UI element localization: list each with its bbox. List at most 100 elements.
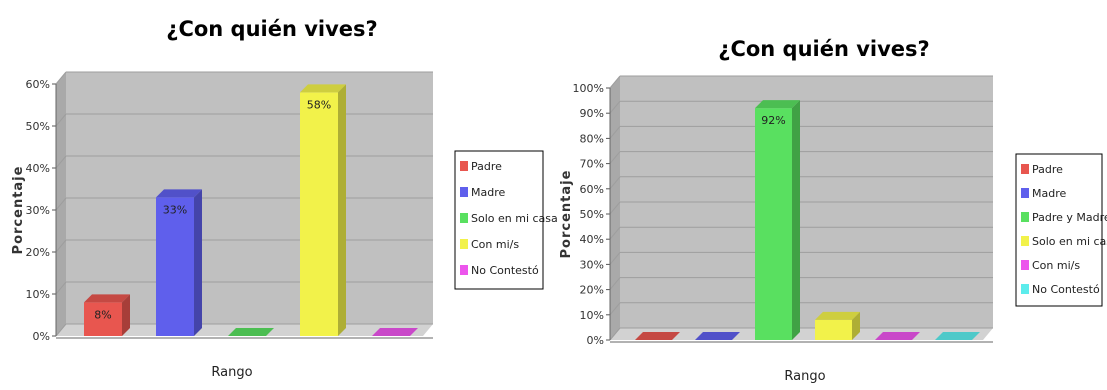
bar-front — [300, 92, 338, 337]
y-tick-label: 10% — [580, 309, 604, 322]
legend-swatch — [1021, 260, 1029, 270]
gridline-side — [55, 71, 67, 85]
bar-no-contest- — [935, 332, 980, 340]
legend-swatch — [460, 187, 468, 197]
bar-top — [635, 332, 680, 340]
y-tick-label: 50% — [26, 120, 50, 133]
legend-item: Padre — [471, 160, 502, 173]
gridline-side — [609, 327, 621, 341]
bar-top — [695, 332, 740, 340]
bar-front — [815, 319, 852, 340]
bar-top — [815, 311, 860, 320]
bar-top — [372, 328, 418, 336]
y-tick-label: 60% — [580, 183, 604, 196]
legend-item: No Contestó — [1032, 283, 1100, 296]
y-tick-label: 50% — [580, 208, 604, 221]
chart-title: ¿Con quién vives? — [166, 17, 377, 41]
gridline-side — [609, 277, 621, 290]
bar-side — [122, 294, 130, 336]
x-axis-label: Rango — [784, 369, 825, 384]
bar-madre: 33% — [156, 189, 202, 336]
bar-top — [300, 84, 346, 93]
gridline-side — [55, 323, 67, 337]
legend-swatch — [460, 213, 468, 223]
bar-side — [792, 100, 800, 340]
gridline-side — [609, 75, 621, 89]
bar-madre — [695, 332, 740, 340]
legend-swatch — [1021, 164, 1029, 174]
bar-top — [935, 332, 980, 340]
y-tick-label: 100% — [573, 82, 604, 95]
chart-2: ¿Con quién vives? 0% 10% 20% 30% 40% 50% 60% 70%… — [559, 37, 1107, 384]
y-tick-label: 20% — [580, 284, 604, 297]
bar-front — [755, 108, 792, 340]
gridline-side — [609, 151, 621, 164]
legend-swatch — [460, 265, 468, 275]
gridline-side — [609, 226, 621, 240]
bar-front — [156, 197, 194, 336]
bar-top — [156, 189, 202, 198]
y-tick-label: 40% — [26, 162, 50, 175]
gridline-side — [55, 197, 67, 211]
y-tick-label: 30% — [580, 258, 604, 271]
legend-swatch — [460, 161, 468, 171]
gridline-side — [609, 201, 621, 215]
bar-padre: 8% — [84, 294, 130, 336]
bar-side — [338, 84, 346, 337]
bar-solo-en-mi-casa — [228, 328, 274, 336]
y-tick-label: 90% — [580, 107, 604, 120]
data-label: 8% — [94, 308, 111, 321]
x-axis-label: Rango — [211, 365, 252, 380]
y-axis-label: Porcentaje — [559, 170, 574, 259]
legend-swatch — [460, 239, 468, 249]
data-label: 33% — [163, 203, 187, 216]
data-label: 92% — [761, 114, 785, 127]
y-tick-label: 80% — [580, 132, 604, 145]
y-tick-label: 0% — [587, 334, 604, 347]
gridline-side — [609, 176, 621, 190]
bar-padre-y-madre: 92% — [755, 100, 800, 340]
gridline-side — [55, 239, 67, 253]
y-tick-label: 40% — [580, 233, 604, 246]
gridline-side — [609, 100, 621, 114]
bar-front — [84, 302, 122, 336]
legend-swatch — [1021, 236, 1029, 246]
bar-top — [875, 332, 920, 340]
bar-side — [852, 311, 860, 340]
legend-box — [1015, 153, 1103, 307]
legend-item: Con mi/s — [471, 238, 519, 251]
chart-title: ¿Con quién vives? — [718, 37, 929, 61]
bar-con-mi-s: 58% — [300, 84, 346, 337]
gridline-side — [609, 302, 621, 316]
legend: Padre Madre Padre y Madre Solo en mi casa Co… — [1015, 153, 1107, 307]
legend-item: Solo en mi casa — [471, 212, 558, 225]
bar-no-contest- — [372, 328, 418, 336]
legend-item: Padre — [1032, 163, 1063, 176]
y-tick-label: 60% — [26, 78, 50, 91]
bar-solo-en-mi-casa — [815, 311, 860, 340]
legend-swatch — [1021, 284, 1029, 294]
gridline-side — [55, 155, 67, 169]
bar-padre — [635, 332, 680, 340]
legend-item: Madre — [1032, 187, 1066, 200]
y-tick-label: 70% — [580, 158, 604, 171]
legend-swatch — [1021, 212, 1029, 222]
gridline-side — [55, 113, 67, 127]
bar-side — [194, 189, 202, 336]
bar-con-mi-s — [875, 332, 920, 340]
y-tick-label: 30% — [26, 204, 50, 217]
legend-swatch — [1021, 188, 1029, 198]
bar-top — [755, 100, 800, 109]
gridline-side — [609, 126, 621, 139]
y-tick-label: 20% — [26, 246, 50, 259]
legend-item: Padre y Madre — [1032, 211, 1107, 224]
y-tick-label: 0% — [33, 330, 50, 343]
y-tick-label: 10% — [26, 288, 50, 301]
data-label: 58% — [307, 98, 331, 111]
y-axis-label: Porcentaje — [11, 166, 26, 255]
legend-item: No Contestó — [471, 264, 539, 277]
bar-top — [84, 294, 130, 303]
bar-top — [228, 328, 274, 336]
legend: Padre Madre Solo en mi casa Con mi/s No Cont… — [454, 150, 558, 290]
